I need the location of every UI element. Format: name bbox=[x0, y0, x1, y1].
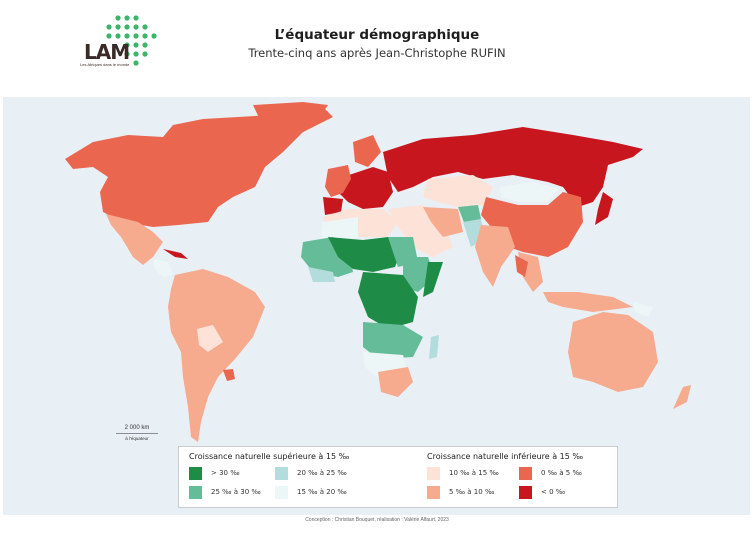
region-png bbox=[633, 302, 653, 317]
region-uruguay bbox=[223, 369, 235, 381]
legend-title-low: Croissance naturelle inférieure à 15 ‰ bbox=[427, 452, 584, 461]
logo-text: LAM bbox=[84, 40, 130, 64]
scale-note: à l'équateur bbox=[125, 436, 149, 441]
page-title: L’équateur démographique bbox=[274, 27, 480, 43]
region-greenland bbox=[253, 102, 328, 137]
region-russia bbox=[383, 127, 643, 207]
legend-item: > 30 ‰ bbox=[189, 466, 240, 480]
region-bolivia bbox=[197, 325, 223, 352]
legend-title-high: Croissance naturelle supérieure à 15 ‰ bbox=[189, 452, 350, 461]
region-south-africa bbox=[378, 367, 413, 397]
region-cuba bbox=[163, 249, 188, 259]
legend-item: 25 ‰ à 30 ‰ bbox=[189, 485, 261, 499]
legend-item: < 0 ‰ bbox=[519, 485, 565, 499]
region-scandinavia bbox=[353, 135, 381, 167]
region-japan bbox=[595, 192, 613, 225]
region-thailand bbox=[515, 255, 528, 277]
legend-swatch bbox=[275, 485, 288, 499]
region-madagascar bbox=[429, 335, 439, 359]
legend-label: 10 ‰ à 15 ‰ bbox=[449, 469, 499, 477]
legend-item: 10 ‰ à 15 ‰ bbox=[427, 466, 499, 480]
region-south-america bbox=[168, 269, 265, 442]
legend-swatch bbox=[519, 485, 532, 499]
region-north-america bbox=[65, 107, 333, 227]
world-map-svg bbox=[65, 102, 691, 442]
legend-label: < 0 ‰ bbox=[541, 488, 566, 496]
legend-swatch bbox=[519, 466, 532, 480]
region-central-africa bbox=[358, 272, 418, 329]
legend-swatch bbox=[189, 466, 202, 480]
legend-swatch bbox=[275, 466, 288, 480]
logo-dots-icon bbox=[106, 15, 157, 66]
region-west-africa-coast bbox=[308, 267, 335, 282]
region-central-asia bbox=[423, 175, 493, 207]
legend-item: 20 ‰ à 25 ‰ bbox=[275, 466, 347, 480]
region-mexico bbox=[106, 214, 163, 265]
region-indonesia bbox=[543, 292, 633, 312]
legend-swatch bbox=[189, 485, 202, 499]
legend-item: 15 ‰ à 20 ‰ bbox=[275, 485, 347, 499]
legend-swatch bbox=[427, 466, 440, 480]
legend-label: 20 ‰ à 25 ‰ bbox=[297, 469, 347, 477]
region-mongolia bbox=[500, 182, 558, 202]
region-iberia bbox=[323, 197, 343, 215]
credit: Conception : Christian Bouquet, réalisat… bbox=[305, 517, 449, 523]
legend-swatch bbox=[427, 485, 440, 499]
region-central-america bbox=[153, 259, 173, 277]
scale-label: 2 000 km bbox=[124, 425, 150, 431]
page-subtitle: Trente-cinq ans après Jean-Christophe RU… bbox=[248, 46, 506, 60]
legend-label: 5 ‰ à 10 ‰ bbox=[449, 488, 495, 496]
region-somalia bbox=[423, 262, 443, 297]
scale-bar: 2 000 km à l'équateur bbox=[116, 425, 158, 441]
region-australia bbox=[568, 312, 658, 392]
region-western-europe bbox=[325, 165, 351, 197]
legend-item: 0 ‰ à 5 ‰ bbox=[519, 466, 582, 480]
region-europe bbox=[338, 167, 393, 209]
logo-subtitle: Les Afriques dans le monde bbox=[80, 62, 130, 67]
legend-label: 0 ‰ à 5 ‰ bbox=[541, 469, 582, 477]
legend-label: > 30 ‰ bbox=[211, 469, 240, 477]
scale-line bbox=[116, 433, 158, 434]
region-sahel bbox=[328, 237, 403, 272]
region-southern-africa-central bbox=[363, 322, 423, 359]
legend: Croissance naturelle supérieure à 15 ‰ >… bbox=[178, 446, 618, 508]
world-map bbox=[3, 97, 750, 515]
legend-item: 5 ‰ à 10 ‰ bbox=[427, 485, 494, 499]
region-iran bbox=[423, 207, 463, 237]
region-new-zealand bbox=[673, 385, 691, 409]
legend-label: 25 ‰ à 30 ‰ bbox=[211, 488, 261, 496]
region-india bbox=[475, 225, 515, 287]
legend-label: 15 ‰ à 20 ‰ bbox=[297, 488, 347, 496]
